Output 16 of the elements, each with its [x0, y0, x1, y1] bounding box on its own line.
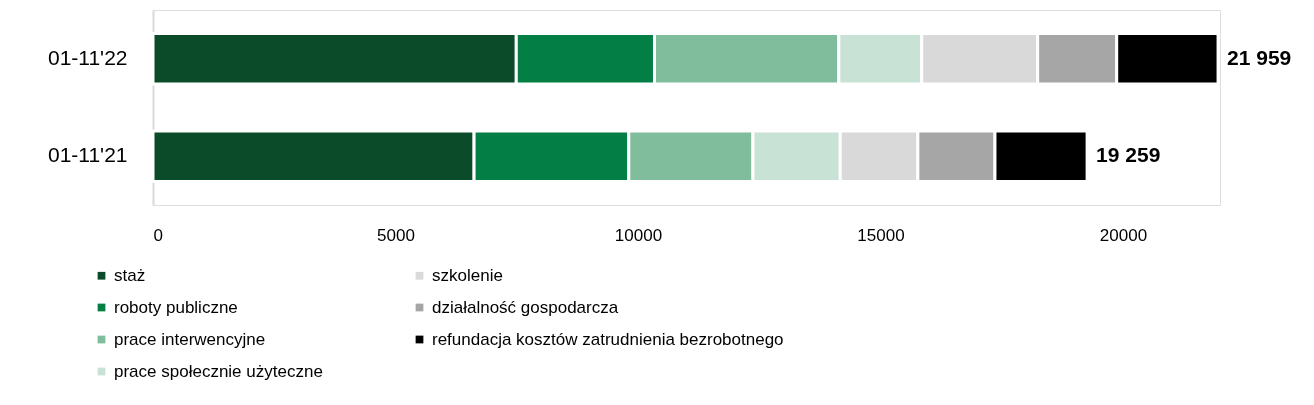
- x-tick-label: 15000: [857, 225, 905, 245]
- legend-label: szkolenie: [432, 265, 503, 285]
- legend-label: prace interwencyjne: [114, 329, 266, 349]
- y-tick-label: 01-11'21: [47, 143, 128, 167]
- legend-label: roboty publiczne: [114, 297, 238, 317]
- y-tick-label: 01-11'22: [47, 45, 128, 69]
- legend-label: refundacja kosztów zatrudnienia bezrobotnego: [432, 329, 784, 349]
- legend-label: staż: [114, 265, 146, 285]
- total-label: 21 959: [1227, 45, 1292, 69]
- legend-label: działalność gospodarcza: [432, 297, 619, 317]
- x-tick-label: 0: [153, 225, 163, 245]
- x-tick-label: 10000: [614, 225, 663, 245]
- legend-label: prace społecznie użyteczne: [114, 361, 323, 381]
- x-tick-label: 5000: [377, 225, 415, 245]
- total-label: 19 259: [1096, 143, 1161, 167]
- x-tick-label: 20000: [1099, 225, 1148, 245]
